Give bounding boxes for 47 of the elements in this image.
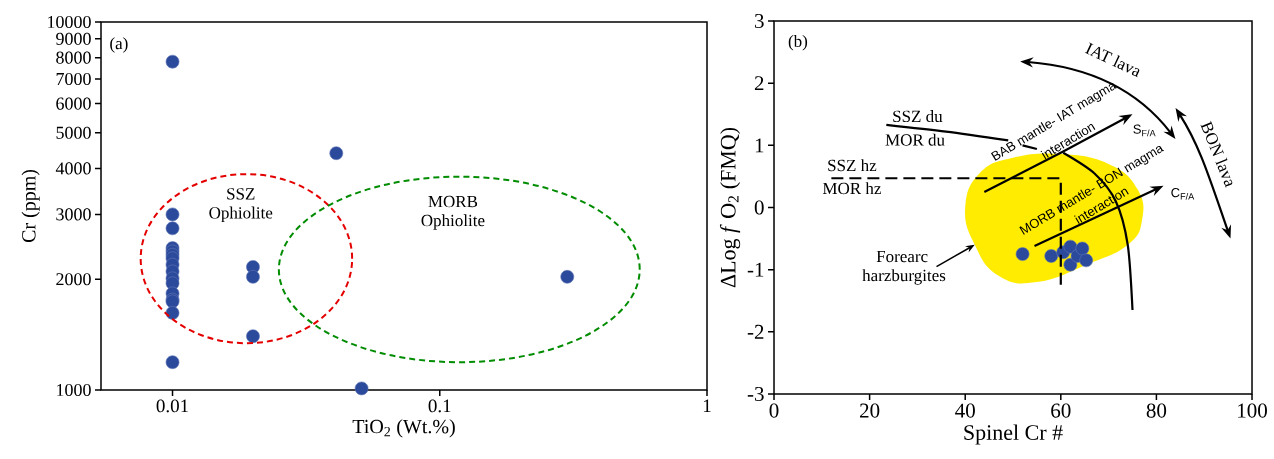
annotation: MOR du [885,133,945,146]
x-tick-label: 80 [1146,403,1167,418]
y-tick-label: 2000 [56,273,91,286]
y-tick-label: -2 [747,324,764,339]
y-tick-label: 2 [754,76,764,91]
y-tick-label: 10000 [48,15,91,29]
y-tick-label: 6000 [56,97,91,110]
annotation: S$_{F/A}$ [1133,124,1156,137]
y-axis-title: Cr (ppm) [21,169,40,243]
annotation: MORB Ophiolite [421,195,485,230]
point [1075,241,1090,256]
x-axis-title: TiO$_{2}$ (Wt.%) [352,419,455,438]
annotation: C$_{F/A}$ [1171,187,1195,200]
y-tick-label: 8000 [56,51,91,64]
x-tick-label: 1 [703,399,711,413]
annotation: MOR hz [822,182,881,195]
y-tick-label: 4000 [55,162,91,175]
y-tick-label: 5000 [56,126,91,139]
point [1015,247,1030,261]
y-tick-label: 0 [754,200,764,215]
x-tick-label: 100 [1238,403,1267,418]
annotation: SSZ Ophiolite [209,188,273,223]
y-tick-label: 7000 [56,72,91,86]
annotation: BON lava [1200,120,1233,188]
x-tick-label: 60 [1051,403,1071,418]
y-tick-label: 1000 [57,383,91,397]
x-tick-label: 0 [769,403,779,418]
annotation: Forearc harzburgites [862,250,946,285]
x-tick-label: 20 [860,403,880,418]
x-axis-title: Spinel Cr # [964,424,1063,445]
y-tick-label: -3 [747,386,764,402]
annotation: (a) [110,37,128,53]
y-tick-label: 3000 [56,208,91,221]
annotation: SSZ hz [828,159,877,172]
annotation: (b) [788,35,808,51]
y-tick-label: 9000 [56,32,91,45]
point [1044,249,1059,263]
y-tick-label: -1 [747,262,764,277]
annotation: IAT lava [1084,42,1140,78]
x-tick-label: 40 [955,403,975,418]
x-tick-label: 0.01 [156,399,189,413]
annotation: SSZ du [893,110,943,123]
y-tick-label: 3 [754,13,764,29]
y-tick-label: 1 [755,138,764,153]
x-tick-label: 0.1 [428,399,451,413]
point [1079,253,1093,268]
y-axis-title: ΔLog f O$_{2}$ (FMQ) [719,127,741,288]
